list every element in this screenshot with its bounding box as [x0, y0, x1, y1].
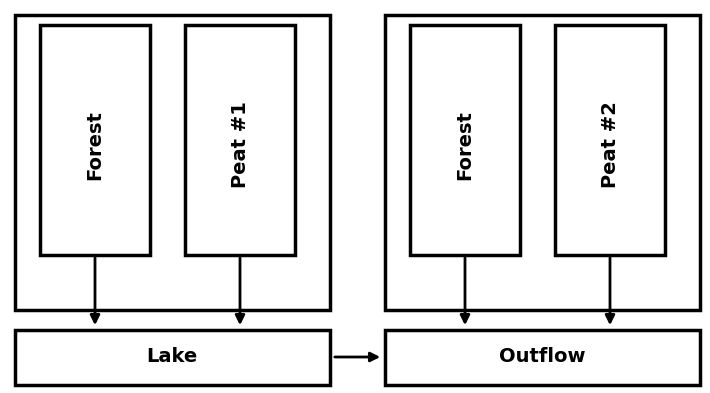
Bar — [15, 15, 330, 310]
Bar — [555, 25, 665, 255]
Text: Forest: Forest — [456, 110, 474, 180]
Bar — [185, 25, 295, 255]
Text: Peat #2: Peat #2 — [601, 101, 620, 188]
Bar — [15, 330, 330, 385]
Bar — [410, 25, 520, 255]
Text: Outflow: Outflow — [498, 347, 585, 367]
Text: Lake: Lake — [146, 347, 197, 367]
Text: Forest: Forest — [85, 110, 104, 180]
Bar — [40, 25, 150, 255]
Bar — [385, 330, 700, 385]
Bar — [385, 15, 700, 310]
Text: Peat #1: Peat #1 — [231, 101, 249, 188]
